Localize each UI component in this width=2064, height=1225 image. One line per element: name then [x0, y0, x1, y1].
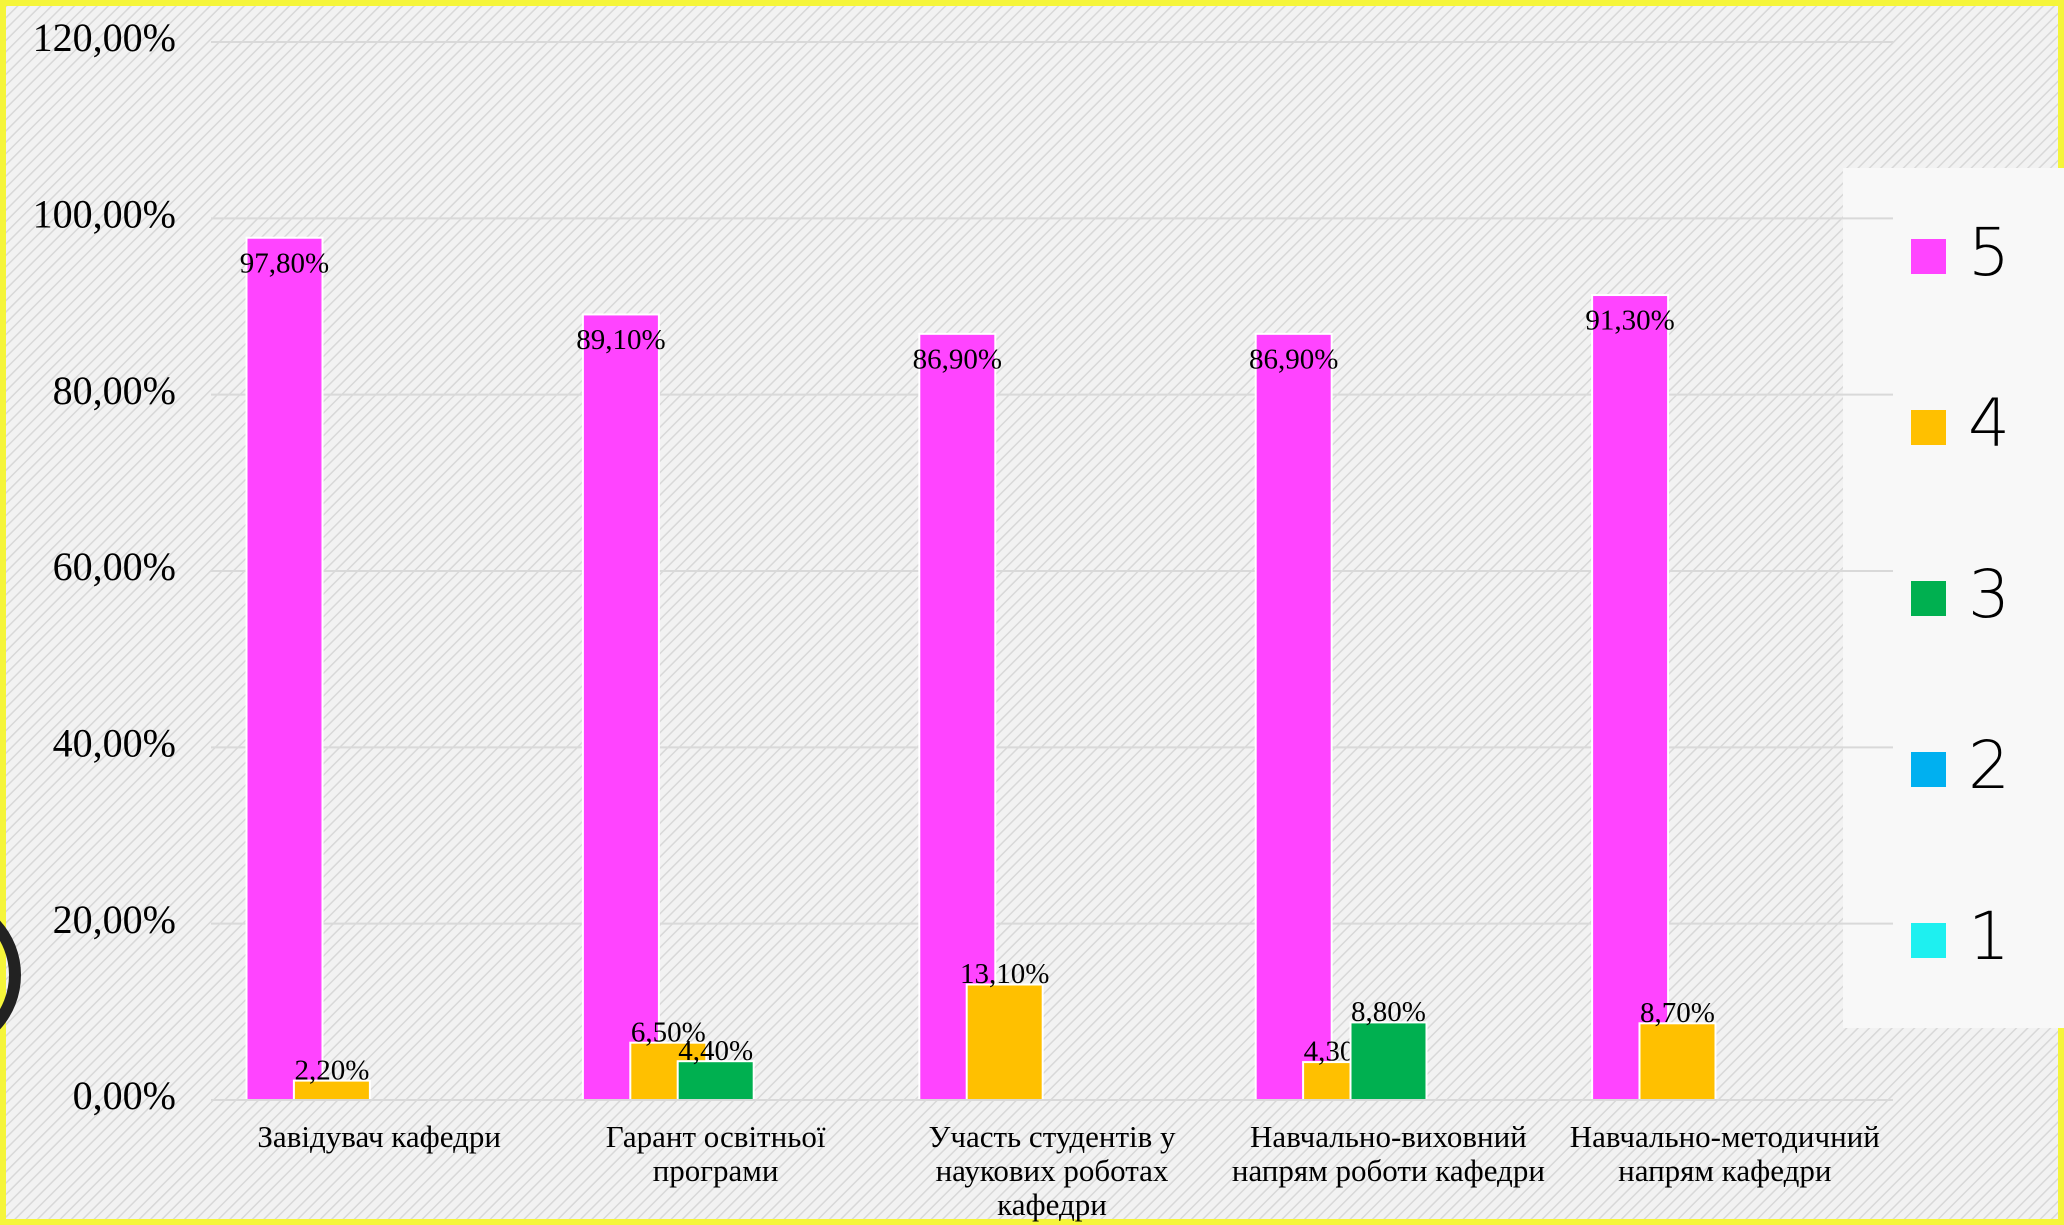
bar	[1591, 294, 1670, 1101]
bar	[245, 236, 324, 1102]
legend-swatch	[1911, 410, 1946, 445]
y-tick-label: 120,00%	[33, 15, 176, 60]
x-tick-label: Навчально-виховний напрям роботи кафедри	[1232, 1119, 1545, 1188]
legend-label: 4	[1968, 385, 2010, 462]
x-tick-label: Навчально-методичний напрям кафедри	[1570, 1119, 1880, 1188]
y-tick-label: 20,00%	[53, 897, 176, 942]
data-label: 8,80%	[1351, 996, 1426, 1028]
data-label: 86,90%	[913, 343, 1002, 375]
legend-label: 1	[1968, 898, 2010, 975]
bar	[1638, 1022, 1717, 1101]
legend-box	[1843, 168, 2064, 1028]
y-tick-label: 60,00%	[53, 544, 176, 589]
y-tick-label: 80,00%	[53, 368, 176, 413]
bar	[965, 983, 1044, 1101]
data-label: 6,50%	[631, 1016, 706, 1048]
bar	[581, 313, 660, 1101]
plot: 0,00% 20,00% 40,00% 60,00% 80,00% 100,00% 120,…	[33, 15, 2010, 1222]
bar	[1349, 1021, 1428, 1101]
data-label: 13,10%	[960, 958, 1049, 990]
decoration	[0, 920, 21, 1030]
data-label: 2,20%	[294, 1054, 369, 1086]
x-tick-label: Завідувач кафедри	[257, 1119, 501, 1154]
legend-swatch	[1911, 923, 1946, 958]
legend-label: 2	[1968, 727, 2010, 804]
legend-swatch	[1911, 581, 1946, 616]
legend-label: 3	[1968, 556, 2010, 633]
data-label: 4,40%	[678, 1035, 753, 1067]
x-tick-label: Гарант освітньої програми	[606, 1119, 826, 1188]
data-label: 86,90%	[1249, 343, 1338, 375]
bar	[676, 1060, 755, 1101]
data-label: 89,10%	[576, 324, 665, 356]
data-label: 97,80%	[240, 247, 329, 279]
y-tick-label: 100,00%	[33, 192, 176, 237]
legend-swatch	[1911, 239, 1946, 274]
y-tick-label: 40,00%	[53, 721, 176, 766]
legend-swatch	[1911, 752, 1946, 787]
data-label: 91,30%	[1585, 305, 1674, 337]
x-tick-label: Участь студентів у наукових роботах кафедр…	[928, 1119, 1176, 1222]
bar	[918, 332, 997, 1101]
y-tick-label: 0,00%	[73, 1073, 176, 1118]
data-label: 8,70%	[1640, 997, 1715, 1029]
bar	[1254, 332, 1333, 1101]
legend-label: 5	[1968, 214, 2010, 291]
